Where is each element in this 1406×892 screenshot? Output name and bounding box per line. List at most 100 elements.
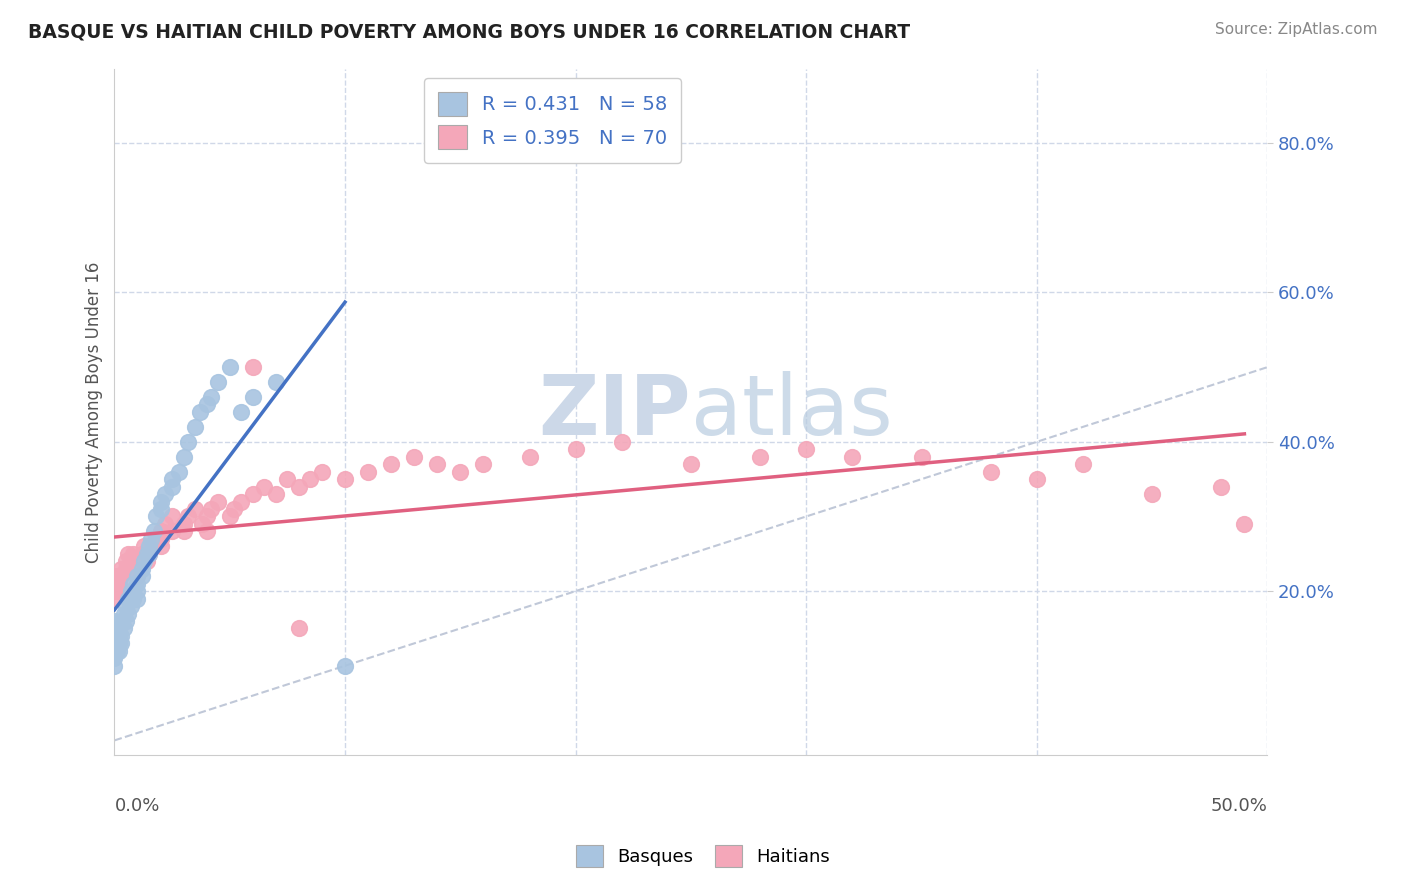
- Point: [242, 390, 264, 404]
- Point: [105, 636, 128, 650]
- Point: [380, 457, 402, 471]
- Point: [299, 472, 322, 486]
- Point: [195, 509, 218, 524]
- Point: [131, 562, 153, 576]
- Point: [173, 450, 195, 464]
- Point: [105, 644, 128, 658]
- Point: [200, 390, 222, 404]
- Point: [177, 509, 200, 524]
- Point: [115, 562, 138, 576]
- Point: [980, 465, 1002, 479]
- Point: [404, 450, 426, 464]
- Point: [242, 360, 264, 375]
- Point: [188, 405, 211, 419]
- Point: [841, 450, 863, 464]
- Point: [103, 584, 125, 599]
- Point: [311, 465, 333, 479]
- Point: [121, 576, 143, 591]
- Point: [108, 629, 131, 643]
- Point: [153, 487, 176, 501]
- Point: [195, 397, 218, 411]
- Point: [134, 539, 156, 553]
- Point: [142, 524, 165, 539]
- Point: [121, 547, 143, 561]
- Point: [115, 599, 138, 613]
- Point: [253, 480, 276, 494]
- Point: [160, 480, 183, 494]
- Point: [679, 457, 702, 471]
- Point: [160, 524, 183, 539]
- Point: [110, 569, 132, 583]
- Y-axis label: Child Poverty Among Boys Under 16: Child Poverty Among Boys Under 16: [86, 261, 103, 563]
- Text: Source: ZipAtlas.com: Source: ZipAtlas.com: [1215, 22, 1378, 37]
- Point: [131, 547, 153, 561]
- Point: [138, 539, 160, 553]
- Point: [120, 584, 142, 599]
- Point: [141, 532, 163, 546]
- Point: [117, 591, 139, 606]
- Point: [108, 622, 131, 636]
- Point: [149, 532, 172, 546]
- Point: [519, 450, 541, 464]
- Point: [610, 434, 633, 449]
- Point: [195, 524, 218, 539]
- Point: [135, 547, 157, 561]
- Point: [121, 591, 143, 606]
- Text: 50.0%: 50.0%: [1211, 797, 1267, 814]
- Point: [231, 494, 253, 508]
- Point: [115, 554, 138, 568]
- Point: [357, 465, 380, 479]
- Point: [264, 375, 287, 389]
- Point: [1025, 472, 1047, 486]
- Point: [794, 442, 817, 457]
- Point: [103, 629, 125, 643]
- Point: [1071, 457, 1094, 471]
- Point: [141, 539, 163, 553]
- Point: [103, 658, 125, 673]
- Text: 0.0%: 0.0%: [114, 797, 160, 814]
- Point: [333, 658, 356, 673]
- Point: [135, 554, 157, 568]
- Point: [276, 472, 298, 486]
- Point: [110, 629, 132, 643]
- Point: [153, 516, 176, 531]
- Point: [288, 480, 311, 494]
- Point: [127, 584, 149, 599]
- Text: atlas: atlas: [690, 371, 893, 452]
- Point: [127, 576, 149, 591]
- Legend: Basques, Haitians: Basques, Haitians: [568, 838, 838, 874]
- Point: [749, 450, 772, 464]
- Point: [138, 547, 160, 561]
- Point: [191, 516, 214, 531]
- Point: [115, 614, 138, 628]
- Point: [103, 622, 125, 636]
- Point: [426, 457, 449, 471]
- Point: [117, 547, 139, 561]
- Point: [200, 502, 222, 516]
- Text: BASQUE VS HAITIAN CHILD POVERTY AMONG BOYS UNDER 16 CORRELATION CHART: BASQUE VS HAITIAN CHILD POVERTY AMONG BO…: [28, 22, 910, 41]
- Point: [112, 607, 135, 621]
- Point: [117, 607, 139, 621]
- Point: [167, 465, 190, 479]
- Point: [108, 569, 131, 583]
- Point: [121, 562, 143, 576]
- Point: [127, 569, 149, 583]
- Point: [103, 651, 125, 665]
- Point: [145, 509, 167, 524]
- Point: [160, 472, 183, 486]
- Point: [149, 502, 172, 516]
- Point: [177, 434, 200, 449]
- Point: [127, 591, 149, 606]
- Point: [449, 465, 471, 479]
- Point: [184, 420, 207, 434]
- Point: [149, 494, 172, 508]
- Point: [333, 472, 356, 486]
- Point: [127, 554, 149, 568]
- Point: [131, 569, 153, 583]
- Point: [108, 644, 131, 658]
- Point: [105, 576, 128, 591]
- Point: [103, 569, 125, 583]
- Text: ZIP: ZIP: [538, 371, 690, 452]
- Point: [173, 516, 195, 531]
- Point: [207, 494, 229, 508]
